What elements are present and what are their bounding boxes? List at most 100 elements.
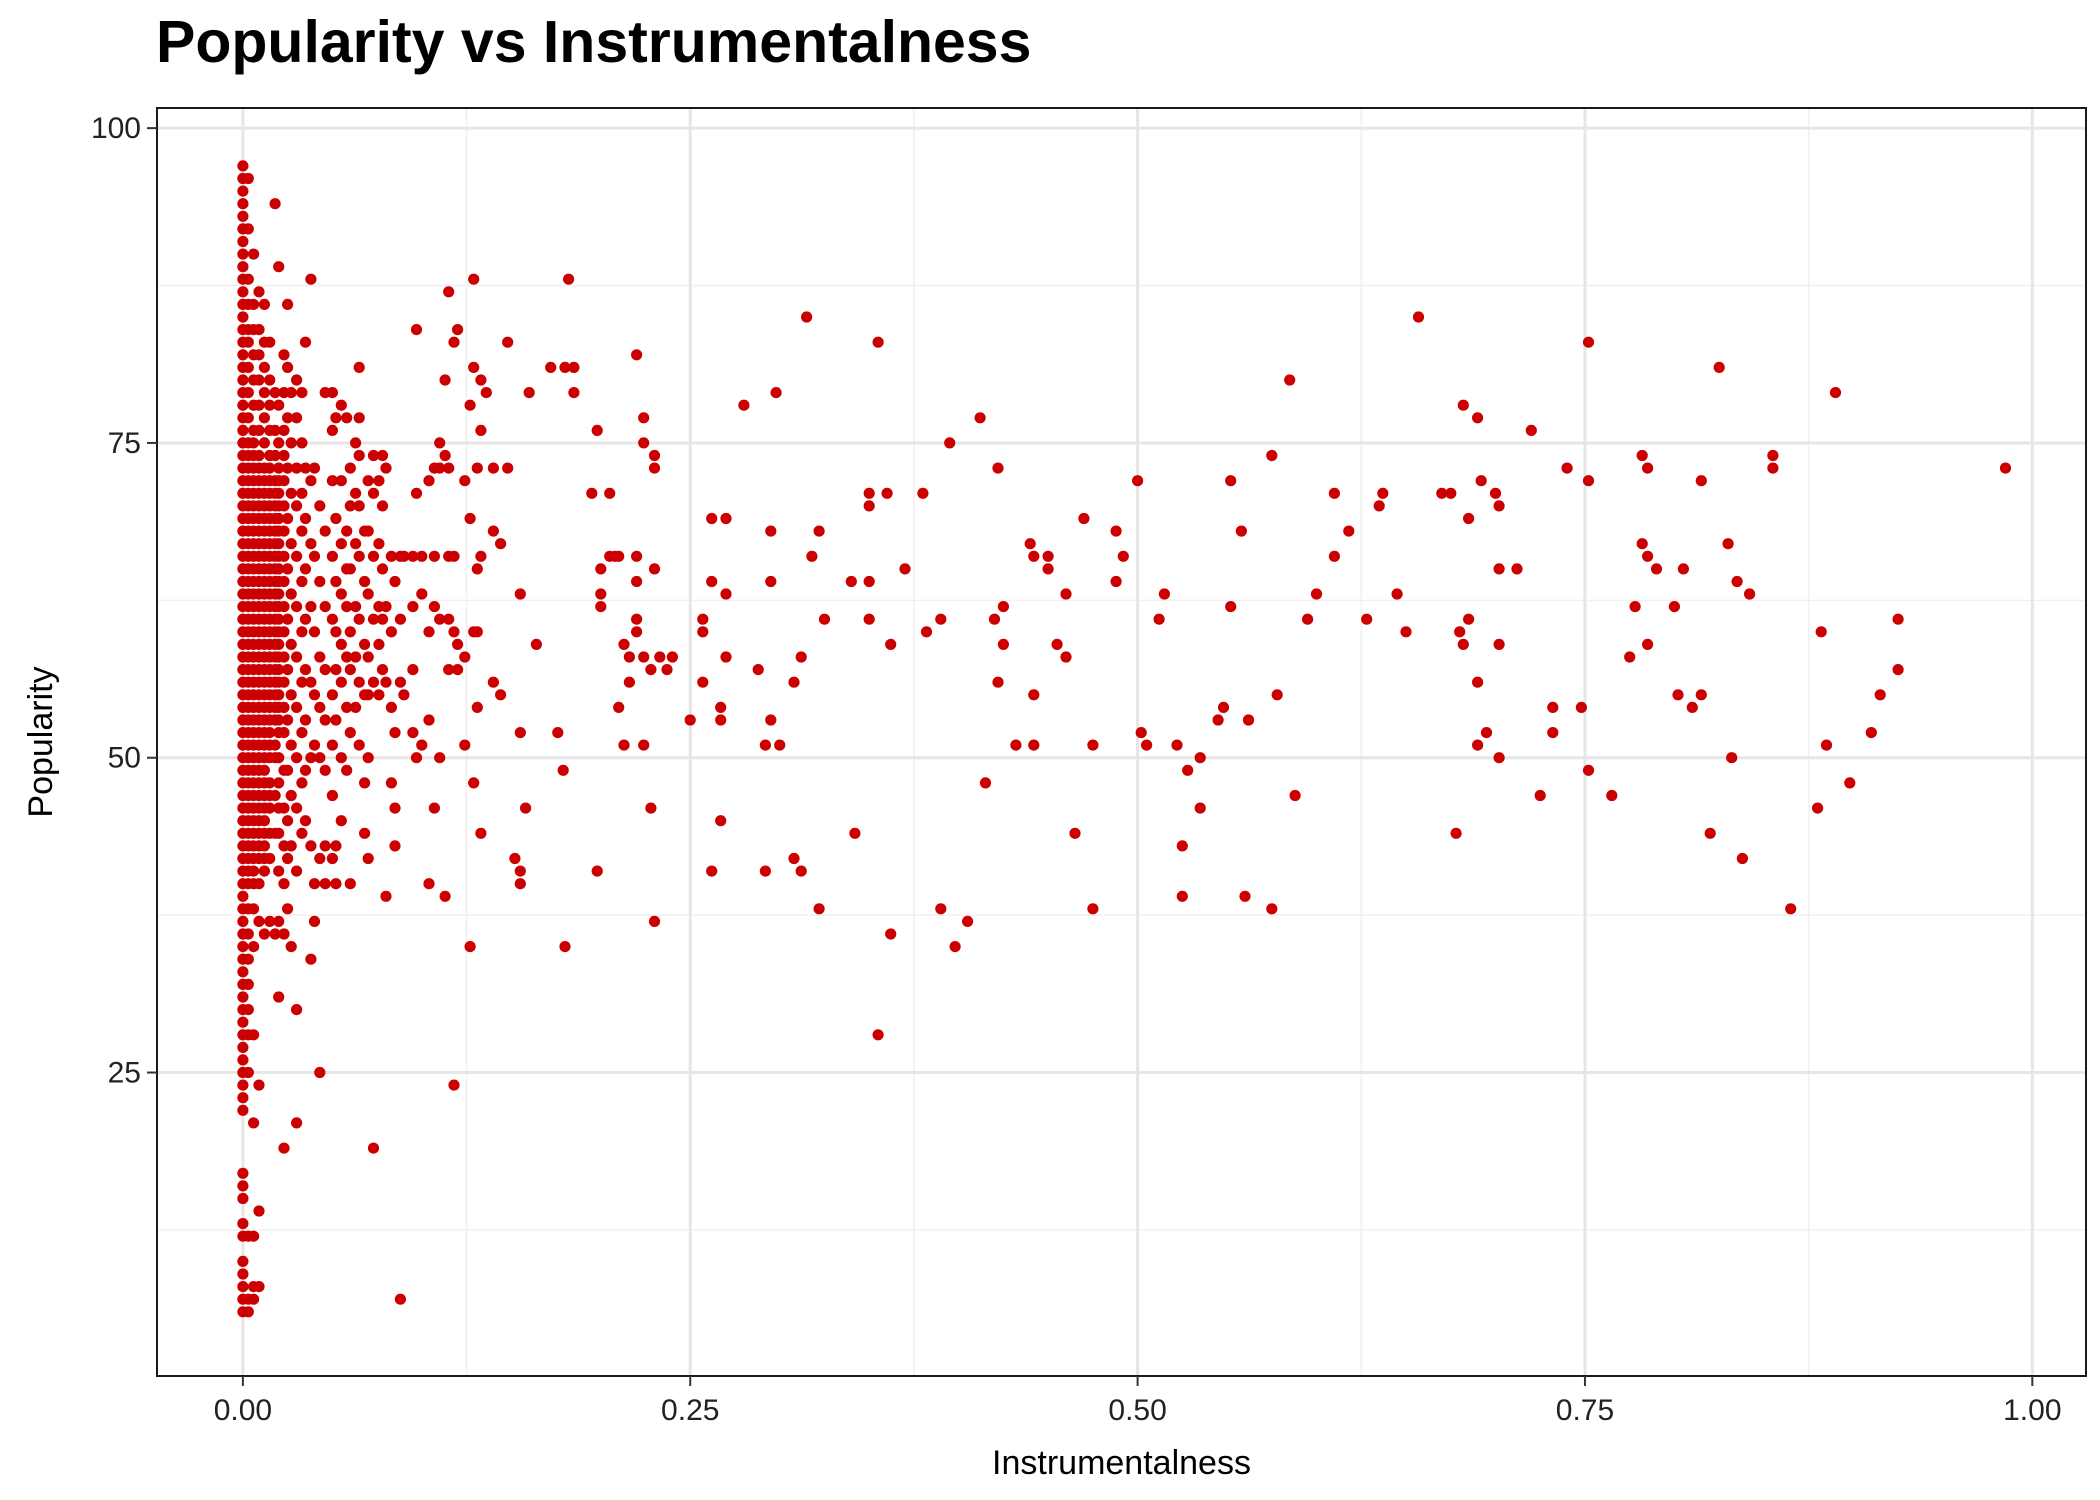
data-point [344,664,356,676]
data-point [326,475,338,487]
data-point [774,739,786,751]
data-point [242,928,254,940]
data-point [264,727,276,739]
data-point [350,651,362,663]
data-point [410,487,423,499]
data-point [269,387,281,399]
data-point [1722,538,1734,550]
x-tick-label: 0.50 [1108,1394,1166,1427]
data-point [335,588,347,600]
data-point [1135,727,1147,739]
data-point [353,500,365,512]
x-tick-label: 0.00 [214,1394,272,1427]
data-point [359,827,371,839]
data-point [394,613,406,625]
data-point [920,626,933,638]
data-point [428,601,440,613]
data-point [264,852,276,865]
data-point [988,613,1001,625]
data-point [471,626,483,638]
data-point [881,487,893,499]
data-point [568,361,580,373]
x-tick-label: 0.25 [661,1394,719,1427]
data-point [1078,512,1090,525]
data-point [362,752,374,764]
data-point [248,1293,260,1305]
data-point [237,399,249,411]
data-point [459,651,471,663]
data-point [1239,890,1251,902]
data-point [487,462,499,474]
data-point [258,387,270,399]
data-point [974,412,986,424]
data-point [264,462,276,474]
data-point [618,638,630,651]
data-point [305,538,317,550]
data-point [604,487,616,499]
data-point [282,613,294,625]
data-point [273,664,285,676]
data-point [1686,701,1698,714]
data-point [285,941,297,953]
data-point [1493,500,1505,512]
data-point [248,903,260,915]
data-point [237,1054,249,1066]
data-point [1865,727,1877,739]
data-point [935,903,947,915]
data-point [319,601,331,613]
data-point [715,815,727,827]
data-point [362,588,374,600]
data-point [1117,550,1129,562]
data-point [273,752,285,764]
data-point [1457,638,1469,651]
data-point [344,878,356,890]
data-point [1436,487,1448,499]
data-point [308,915,321,928]
data-point [308,739,321,751]
data-point [362,651,374,663]
data-point [595,588,607,600]
data-point [471,701,483,714]
data-point [684,714,696,726]
data-point [373,475,385,487]
data-point [278,878,290,890]
data-point [416,588,428,600]
data-point [443,286,455,298]
data-point [1302,613,1314,625]
data-point [917,487,929,499]
data-point [502,336,514,348]
data-point [765,575,777,588]
data-point [282,815,294,827]
data-point [335,475,347,487]
data-point [264,777,276,789]
data-point [1284,374,1296,386]
data-point [367,676,380,688]
y-tick-label: 75 [108,427,141,460]
data-point [237,1092,249,1104]
data-point [423,626,435,638]
data-point [285,739,297,751]
data-point [282,714,294,726]
data-point [278,651,290,663]
chart-title: Popularity vs Instrumentalness [156,9,1032,75]
data-point [299,563,312,575]
data-point [648,449,661,462]
y-tick-label: 25 [108,1057,141,1090]
data-point [795,651,807,663]
data-point [285,538,297,550]
data-point [423,475,435,487]
data-point [237,424,249,436]
data-point [291,865,303,877]
data-point [282,512,294,525]
data-point [341,525,353,537]
data-point [464,941,476,953]
data-point [330,840,342,852]
data-point [464,512,476,525]
data-point [434,462,446,474]
data-point [237,248,249,260]
data-point [1704,827,1716,839]
data-point [423,714,435,726]
data-point [407,601,419,613]
data-point [308,878,321,890]
